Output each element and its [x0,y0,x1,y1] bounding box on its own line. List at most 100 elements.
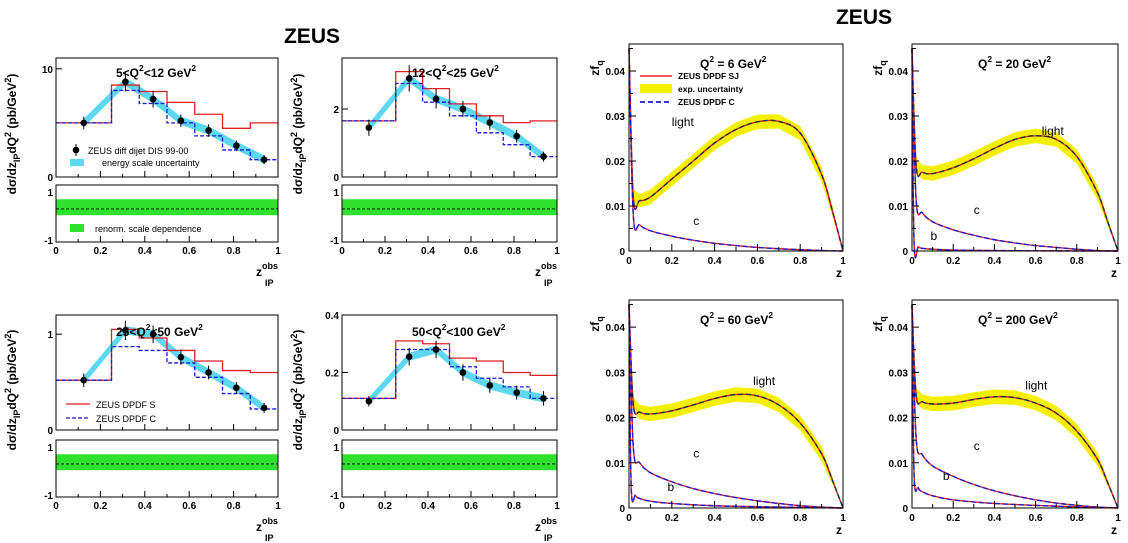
curve-label-light: light [1042,124,1065,138]
dpdf-panel-1: 0 0.01 0.02 0.03 0.04 0 0.2 0.4 0.6 0.8 1z zfq Q2 = … [588,43,846,280]
dpdf-c-histogram [56,345,278,410]
data-point [540,153,547,160]
ratio-tick-label: -1 [330,491,339,502]
x-tick-label: 1 [840,513,846,524]
legend-data-label: ZEUS diff dijet DIS 99-00 [88,146,188,156]
dpdf-c-curve-light [628,304,844,509]
curve-label-light: light [672,115,695,129]
y-axis-label: zfq [588,316,605,332]
exp-uncertainty-band [912,304,1118,508]
panel-label: Q2 = 20 GeV2 [978,54,1051,71]
renorm-scale-band [342,454,557,471]
x-tick-label: 0 [53,246,59,257]
y-tick-label: 0.03 [606,368,626,379]
dpdf-s-histogram [56,84,278,129]
y-tick-label: 0.01 [606,459,626,470]
x-tick-label: 0.8 [1070,513,1084,524]
data-point [122,78,129,86]
x-tick-label: 0.6 [182,501,196,512]
y-tick-label: 0 [902,504,908,515]
x-tick-label: 0.4 [138,246,152,257]
y-axis-label: dσ/dzIPdQ2 (pb/GeV2) [3,330,22,451]
x-tick-label: 0.2 [665,513,679,524]
dpdf-frame [911,43,1119,252]
data-point [486,119,494,126]
data-point [122,327,129,334]
y-tick-label: 0 [619,504,625,515]
x-tick-label: 0.4 [138,501,152,512]
y-axis-label: dσ/dzIPdQ2 (pb/GeV2) [289,330,308,451]
legend-unc-label: exp. uncertainty [678,84,743,94]
curve-label-c: c [693,446,699,460]
y-tick-label: 0.01 [606,202,626,213]
data-point [513,389,520,396]
dpdf-panel-2: 0 0.01 0.02 0.03 0.04 0 0.2 0.4 0.6 0.8 1z zfq Q2 = … [871,43,1121,280]
left-legend-bottom: ZEUS DPDF S ZEUS DPDF C [66,400,157,424]
data-point [80,119,88,127]
x-tick-label: 0.8 [507,501,521,512]
y-tick-label: 0.04 [889,67,909,78]
y-tick-label: 0 [333,173,339,184]
y-axis-label: zfq [871,60,888,76]
right-legend: ZEUS DPDF SJ exp. uncertainty ZEUS DPDF C [640,71,743,107]
panel-label: 25<Q2<50 GeV2 [116,322,203,339]
x-tick-label: 0.2 [93,246,107,257]
renorm-scale-band [56,199,278,216]
curve-label-c: c [693,214,699,228]
x-tick-label: 0.8 [227,501,241,512]
energy-scale-band [368,345,544,406]
y-tick-label: 0 [47,173,53,184]
data-point [233,384,240,392]
x-tick-label: 0.2 [378,501,392,512]
y-tick-label: 2 [333,105,339,116]
x-axis-label-sub: IP [544,533,553,543]
dpdf-c-histogram [342,82,557,158]
x-tick-label: 0.4 [421,246,435,257]
legend-c-label: ZEUS DPDF C [678,97,735,107]
y-tick-label: 0.04 [606,323,626,334]
y-tick-label: 0 [619,247,625,258]
x-tick-label: 0 [909,513,915,524]
y-axis-label: dσ/dzIPdQ2 (pb/GeV2) [289,74,308,195]
x-tick-label: 0.6 [1029,513,1043,524]
x-tick-label: 0.8 [507,246,521,257]
panel-label: Q2 = 60 GeV2 [700,310,773,327]
y-tick-label: 0.03 [606,112,626,123]
x-tick-label: 0 [626,256,632,267]
dpdf-c-curve-c [911,304,1119,509]
legend-band-swatch [70,159,84,166]
panel-label: Q2 = 200 GeV2 [978,310,1058,327]
data-point [432,95,440,103]
data-point [177,353,185,361]
panel-label: 50<Q2<100 GeV2 [412,322,506,339]
x-tick-label: 0.6 [750,256,764,267]
x-tick-label: 0.6 [1029,256,1043,267]
dpdf-c-curve-c [911,48,1119,252]
x-axis-label-sub: IP [544,278,553,288]
data-point [459,105,467,113]
dpdf-panel-4: 0 0.01 0.02 0.03 0.04 0 0.2 0.4 0.6 0.8 1z zfq Q2 = … [871,299,1121,537]
ratio-tick-label: -1 [44,236,53,247]
x-tick-label: 0.6 [182,246,196,257]
curve-label-light: light [753,374,776,388]
data-point [405,353,413,360]
curve-label-light: light [1025,379,1048,393]
data-point [459,369,467,376]
y-tick-label: 0.4 [325,311,339,322]
data-point [260,404,268,412]
y-tick-label: 0.01 [889,202,909,213]
data-point [149,95,157,103]
data-point [233,142,240,149]
x-tick-label: 1 [275,501,281,512]
x-axis-label: z [836,266,842,280]
x-tick-label: 0 [339,501,345,512]
y-axis-label: dσ/dzIPdQ2 (pb/GeV2) [3,74,22,195]
ratio-tick-label: -1 [330,236,339,247]
curve-label-b: b [931,229,938,243]
exp-uncertainty-band [912,48,1118,251]
x-axis-label-sub: IP [265,278,274,288]
x-axis-label: zobs [535,516,557,534]
curve-label-c: c [974,439,980,453]
x-axis-label-sub: IP [265,533,274,543]
